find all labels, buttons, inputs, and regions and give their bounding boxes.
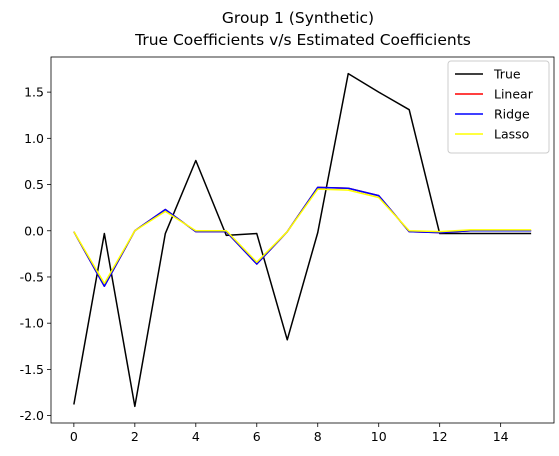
data-point-lasso bbox=[409, 230, 410, 231]
data-point-true bbox=[317, 232, 318, 233]
data-point-lasso bbox=[226, 230, 227, 231]
series-line-lasso bbox=[73, 188, 532, 285]
y-tick-label: 0.0 bbox=[24, 223, 44, 238]
legend: True Linear Ridge Lasso bbox=[447, 60, 550, 154]
data-point-true bbox=[409, 109, 410, 110]
x-tick-label: 10 bbox=[371, 429, 387, 444]
data-point-true bbox=[378, 92, 379, 93]
data-point-lasso bbox=[287, 231, 288, 232]
data-point-lasso bbox=[134, 230, 135, 231]
data-point-true bbox=[165, 233, 166, 234]
data-point-lasso bbox=[195, 230, 196, 231]
y-tick-label: 1.5 bbox=[24, 85, 44, 100]
data-point-lasso bbox=[104, 283, 105, 284]
data-point-true bbox=[531, 233, 532, 234]
data-point-lasso bbox=[439, 231, 440, 232]
data-point-ridge bbox=[317, 187, 318, 188]
x-tick-label: 2 bbox=[131, 429, 139, 444]
legend-label-lasso: Lasso bbox=[494, 127, 529, 142]
data-point-true bbox=[348, 73, 349, 74]
x-tick-label: 6 bbox=[253, 429, 261, 444]
data-point-ridge bbox=[104, 286, 105, 287]
y-tick-label: 0.5 bbox=[24, 177, 44, 192]
data-point-lasso bbox=[73, 231, 74, 232]
data-point-lasso bbox=[165, 211, 166, 212]
legend-label-linear: Linear bbox=[494, 87, 534, 102]
data-point-true bbox=[134, 406, 135, 407]
legend-label-true: True bbox=[493, 67, 521, 82]
y-tick-label: -1.5 bbox=[20, 362, 44, 377]
plot-area bbox=[73, 72, 532, 408]
data-point-lasso bbox=[378, 197, 379, 198]
legend-label-ridge: Ridge bbox=[494, 107, 530, 122]
data-point-true bbox=[500, 233, 501, 234]
data-point-true bbox=[287, 339, 288, 340]
data-point-true bbox=[226, 235, 227, 236]
data-point-lasso bbox=[256, 262, 257, 263]
legend-box bbox=[447, 60, 550, 154]
data-point-ridge bbox=[378, 195, 379, 196]
data-point-true bbox=[73, 404, 74, 405]
data-point-lasso bbox=[500, 229, 501, 230]
data-point-lasso bbox=[470, 229, 471, 230]
data-point-lasso bbox=[531, 229, 532, 230]
y-tick-label: -0.5 bbox=[20, 269, 44, 284]
chart-title: Group 1 (Synthetic) bbox=[222, 9, 374, 27]
y-tick-label: -2.0 bbox=[20, 408, 44, 423]
y-tick-label: 1.0 bbox=[24, 131, 44, 146]
x-tick-label: 14 bbox=[493, 429, 509, 444]
data-point-ridge bbox=[165, 209, 166, 210]
y-tick-label: -1.0 bbox=[20, 316, 44, 331]
data-point-true bbox=[470, 233, 471, 234]
x-tick-label: 8 bbox=[314, 429, 322, 444]
data-point-true bbox=[256, 233, 257, 234]
series-line-true bbox=[73, 72, 532, 408]
data-point-ridge bbox=[348, 188, 349, 189]
data-point-lasso bbox=[317, 189, 318, 190]
data-point-lasso bbox=[348, 189, 349, 190]
data-point-true bbox=[195, 160, 196, 161]
x-tick-label: 12 bbox=[432, 429, 448, 444]
chart-subtitle: True Coefficients v/s Estimated Coeffici… bbox=[134, 31, 471, 49]
data-point-true bbox=[104, 233, 105, 234]
data-point-ridge bbox=[256, 263, 257, 264]
x-tick-label: 0 bbox=[70, 429, 78, 444]
axes-frame bbox=[50, 56, 555, 424]
x-tick-label: 4 bbox=[192, 429, 200, 444]
